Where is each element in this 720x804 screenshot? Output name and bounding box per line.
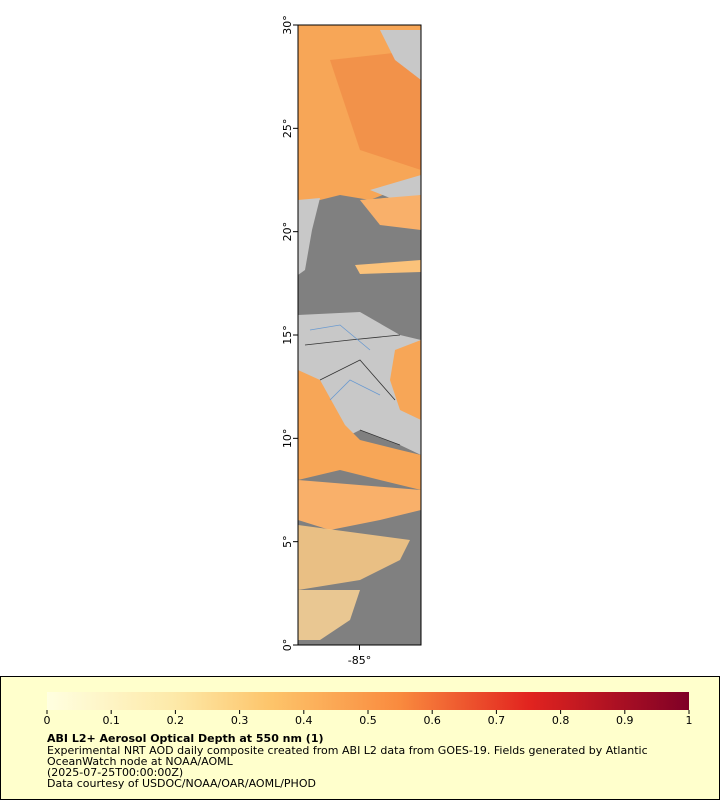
colorbar-tick-label: 0.8	[552, 714, 570, 727]
colorbar-tick-label: 0.9	[616, 714, 634, 727]
map-image	[298, 25, 421, 645]
colorbar-tick-label: 0.5	[359, 714, 377, 727]
x-tick-label: -85°	[348, 654, 371, 667]
y-tick-label: 25°	[281, 119, 294, 139]
legend-line: OceanWatch node at NOAA/AOML	[47, 755, 234, 768]
y-tick-label: 15°	[281, 325, 294, 345]
legend-line: (2025-07-25T00:00:00Z)	[47, 766, 183, 779]
colorbar-tick-label: 0.7	[488, 714, 506, 727]
legend-line: Experimental NRT AOD daily composite cre…	[47, 744, 648, 757]
colorbar-tick-label: 1	[686, 714, 693, 727]
legend-line: Data courtesy of USDOC/NOAA/OAR/AOML/PHO…	[47, 777, 316, 790]
y-tick-label: 30°	[281, 15, 294, 35]
colorbar	[47, 692, 689, 710]
colorbar-tick-label: 0.4	[295, 714, 313, 727]
y-tick-label: 5°	[281, 535, 294, 548]
colorbar-tick-label: 0.3	[231, 714, 249, 727]
y-tick-label: 0°	[281, 639, 294, 652]
legend-title: ABI L2+ Aerosol Optical Depth at 550 nm …	[47, 732, 324, 745]
colorbar-tick-label: 0.6	[423, 714, 441, 727]
colorbar-tick-label: 0.2	[167, 714, 185, 727]
colorbar-tick-label: 0	[44, 714, 51, 727]
y-tick-label: 20°	[281, 222, 294, 242]
colorbar-tick-label: 0.1	[102, 714, 120, 727]
y-tick-label: 10°	[281, 429, 294, 449]
